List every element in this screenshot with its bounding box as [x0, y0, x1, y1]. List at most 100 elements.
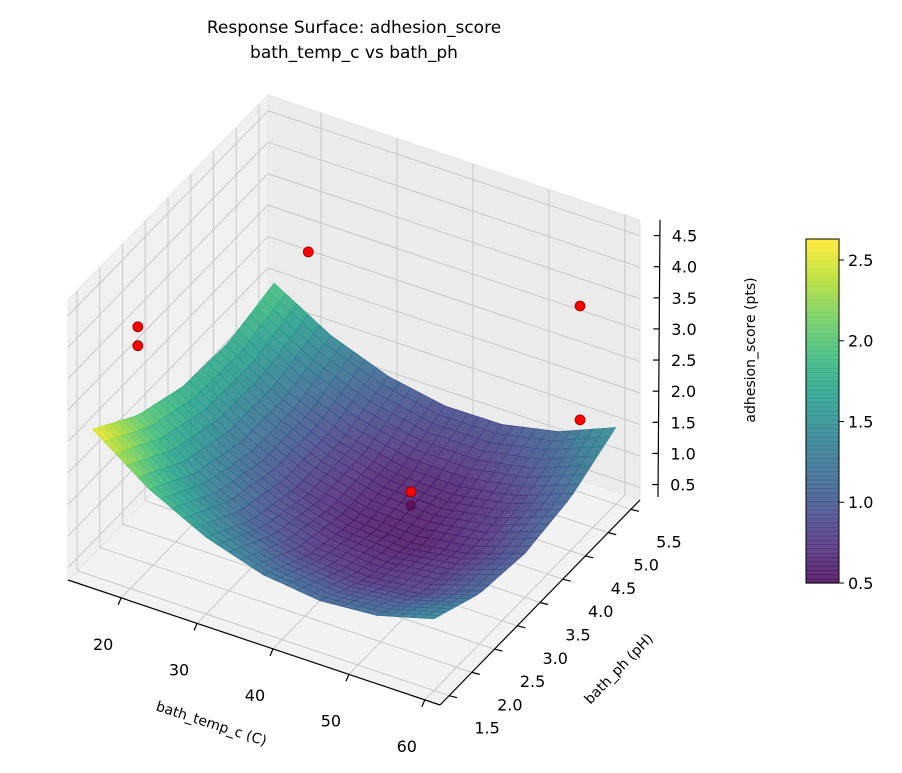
colorbar-segment [806, 527, 839, 532]
colorbar-segment [806, 247, 839, 253]
scatter-point [405, 486, 417, 498]
scatter-point [132, 321, 144, 333]
colorbar-segment [806, 372, 839, 378]
z-tick-label: 4.0 [672, 258, 697, 277]
colorbar-segment [806, 518, 839, 524]
colorbar-segment [806, 355, 839, 360]
y-tick [539, 601, 549, 606]
grid-line-z [67, 110, 269, 317]
colorbar-segment [806, 393, 839, 399]
chart-title: Response Surface: adhesion_score [207, 18, 501, 38]
colorbar-segment [806, 466, 839, 472]
colorbar-segment [806, 415, 839, 421]
colorbar-segment [806, 398, 839, 403]
colorbar-segment [806, 535, 839, 541]
colorbar-segment [806, 557, 839, 563]
y-tick-label: 4.0 [588, 602, 613, 621]
z-tick-label: 1.0 [670, 444, 695, 463]
x-tick [421, 699, 426, 708]
y-tick-label: 2.5 [520, 672, 545, 691]
colorbar-segment [806, 368, 839, 373]
colorbar-segment [806, 441, 839, 446]
colorbar-segment [806, 475, 839, 481]
colorbar-segment [806, 359, 839, 365]
z-tick-label: 3.5 [671, 289, 696, 308]
colorbar-segment [806, 454, 839, 459]
colorbar-tick-label: 2.5 [848, 251, 873, 270]
grid-line-z [67, 236, 269, 442]
grid-line-z [267, 267, 641, 394]
colorbar-tick-label: 2.0 [848, 332, 873, 351]
grid-line-y [99, 546, 472, 673]
colorbar-segment [806, 458, 839, 464]
grid-line-z [267, 110, 641, 237]
colorbar-segment [806, 303, 839, 309]
colorbar-segment [806, 290, 839, 296]
colorbar-segment [806, 578, 839, 584]
colorbar-segment [806, 342, 839, 348]
x-tick-label: 50 [321, 711, 341, 730]
colorbar-segment [806, 402, 839, 408]
colorbar-segment [806, 376, 839, 382]
z-tick-label: 1.5 [671, 413, 696, 432]
colorbar-segment [806, 423, 839, 429]
colorbar-segment [806, 380, 839, 386]
y-tick-label: 5.5 [656, 532, 681, 551]
tick-labels: 20 30 40 50 60 1.5 2.0 2.5 3.0 3.5 4.0 4.5 5.0 5.5 0.5… [93, 227, 697, 756]
colorbar-segment [806, 312, 839, 317]
colorbar-segment [806, 471, 839, 477]
y-tick-label: 3.5 [565, 626, 590, 645]
colorbar-segment [806, 350, 839, 356]
x-tick [117, 597, 122, 606]
colorbar-segment [806, 273, 839, 279]
x-axis-label: bath_temp_c (C) [154, 699, 269, 750]
colorbar-segment [806, 574, 839, 580]
x-tick [269, 648, 274, 657]
y-tick-label: 3.0 [543, 649, 568, 668]
x-tick-label: 30 [169, 660, 189, 679]
colorbar-segment [806, 329, 839, 335]
grid-line-z [267, 236, 641, 363]
x-tick-label: 40 [245, 686, 265, 705]
y-tick-label: 2.0 [497, 695, 522, 714]
colorbar-segment [806, 505, 839, 511]
colorbar-segment [806, 449, 839, 455]
x-tick [345, 674, 350, 682]
y-tick [608, 532, 617, 536]
colorbar-segment [806, 251, 839, 257]
axis-lines [67, 219, 661, 708]
colorbar-segment [806, 333, 839, 339]
colorbar-segment [806, 428, 839, 434]
colorbar-segment [806, 385, 839, 391]
colorbar: 0.5 1.0 1.5 2.0 2.5 [805, 238, 873, 593]
z-tick-label: 3.0 [671, 320, 696, 339]
colorbar-frame [805, 238, 840, 584]
colorbar-segment [806, 445, 839, 451]
colorbar-segment [806, 406, 839, 412]
colorbar-segment [806, 325, 839, 330]
colorbar-segment [806, 570, 839, 575]
scatter-point [132, 340, 144, 352]
colorbar-segment [806, 561, 839, 567]
colorbar-tick-label: 0.5 [848, 574, 873, 593]
colorbar-segment [806, 479, 839, 485]
z-tick-label: 0.5 [670, 476, 695, 495]
z-axis-label: adhesion_score (pts) [743, 277, 759, 422]
y-tick-label: 1.5 [474, 719, 499, 738]
colorbar-segment [806, 492, 839, 498]
grid-line-z [67, 204, 269, 411]
chart-subtitle: bath_temp_c vs bath_ph [250, 43, 458, 63]
colorbar-segment [806, 260, 839, 266]
colorbar-segment [806, 346, 839, 352]
scatter-points [132, 246, 586, 498]
grid-line-z [267, 299, 641, 425]
colorbar-segment [806, 299, 839, 305]
x-tick [193, 623, 198, 631]
colorbar-segment [806, 239, 839, 244]
y-tick [562, 578, 571, 582]
colorbar-segment [806, 286, 839, 292]
colorbar-segment [806, 548, 839, 554]
z-tick-label: 2.5 [671, 351, 696, 370]
scatter-point [574, 414, 586, 426]
